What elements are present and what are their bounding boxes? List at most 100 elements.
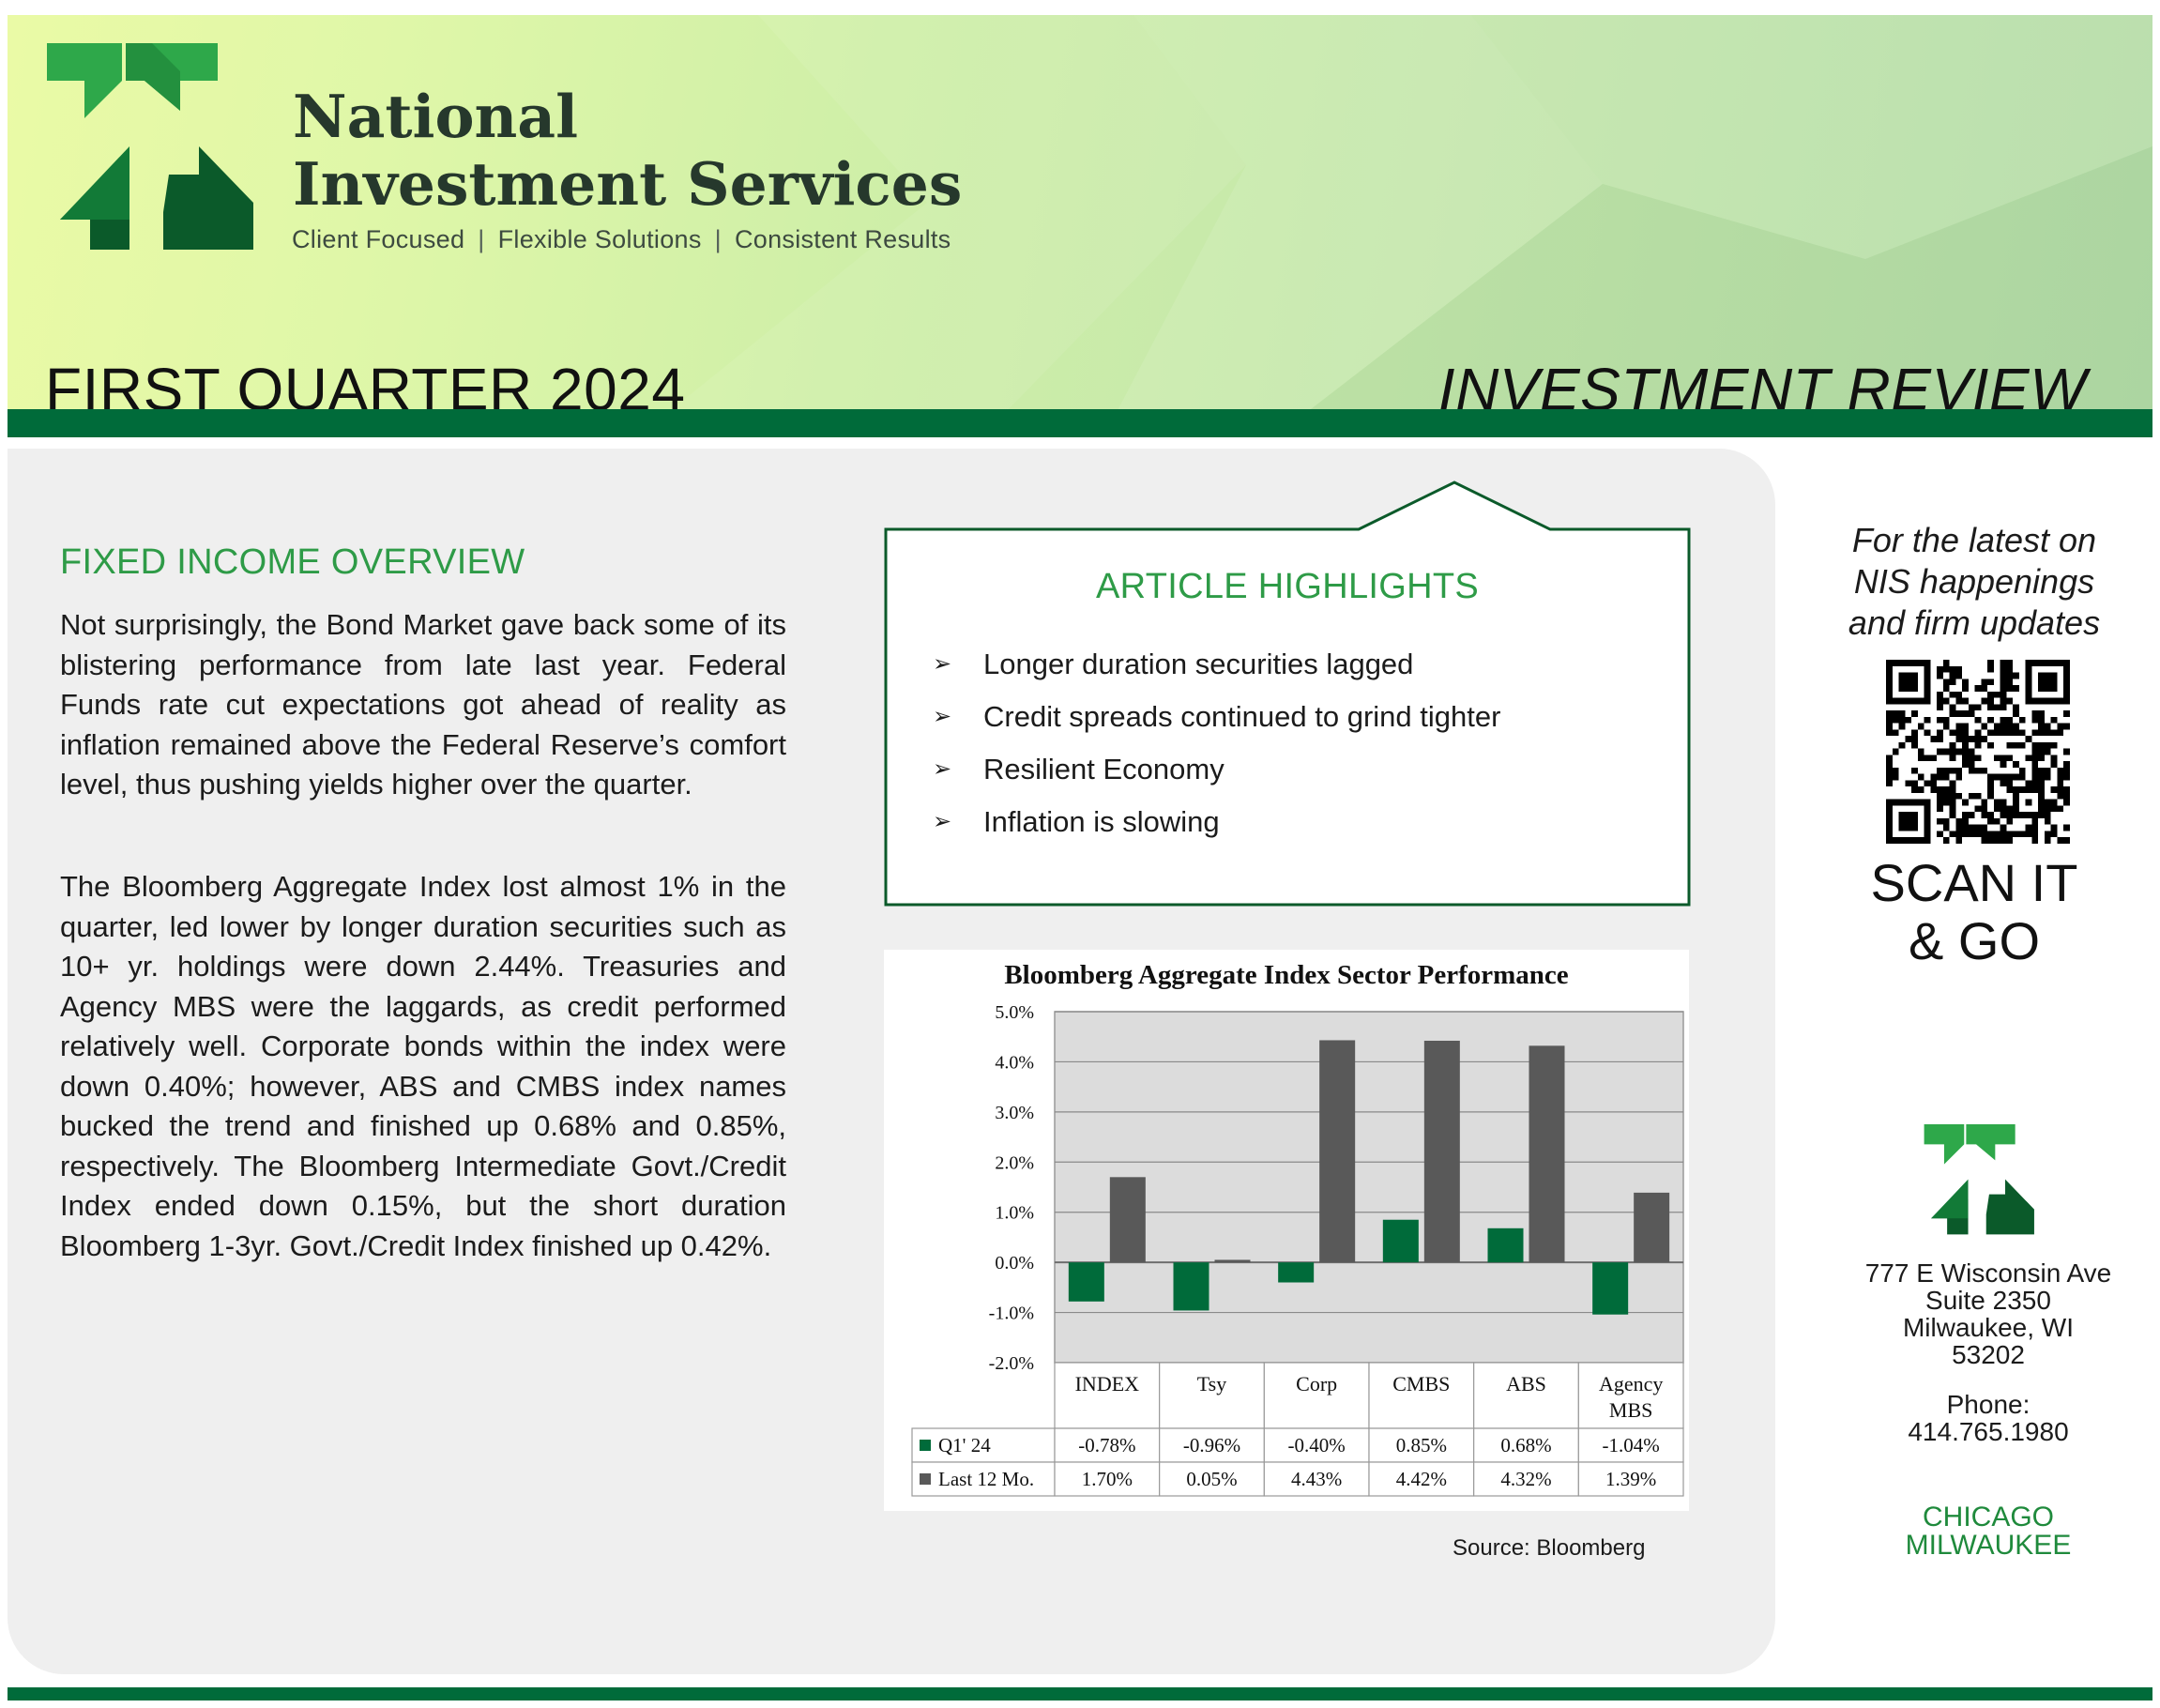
tagline-item: Client Focused <box>292 225 465 253</box>
arrow-bullet-icon: ➢ <box>933 651 952 677</box>
bar-q1 <box>1173 1262 1209 1311</box>
report-title: INVESTMENT REVIEW <box>1437 356 2087 416</box>
city-name: CHICAGO <box>1922 1502 2054 1533</box>
chart-svg: Bloomberg Aggregate Index Sector Perform… <box>911 960 1684 1497</box>
table-value-cell <box>1368 1461 1475 1497</box>
legend-swatch <box>920 1473 931 1485</box>
bar-q1 <box>1487 1228 1524 1263</box>
x-tick-label: CMBS <box>1392 1372 1450 1395</box>
overview-paragraph-1: Not surprisingly, the Bond Market gave b… <box>60 608 786 801</box>
x-tick-label: Corp <box>1296 1372 1337 1395</box>
legend-cell <box>911 1427 1056 1463</box>
bar-last-12-mo <box>1109 1177 1146 1263</box>
plot-area <box>1054 1011 1684 1364</box>
phone-block: Phone: 414.765.1980 <box>1787 1391 2160 1445</box>
promo-line: and firm updates <box>1848 603 2101 642</box>
y-tick-label: 3.0% <box>995 1103 1034 1123</box>
scan-call-to-action: SCAN IT & GO <box>1787 854 2160 970</box>
bar-last-12-mo <box>1319 1040 1356 1263</box>
promo-text: For the latest on NIS happenings and fir… <box>1787 520 2160 644</box>
x-tick-label: Agency <box>1599 1372 1663 1395</box>
y-tick-label: 4.0% <box>995 1052 1034 1073</box>
table-header-cell <box>1159 1362 1265 1429</box>
table-value-cell <box>1368 1427 1475 1463</box>
bar-q1 <box>1382 1219 1419 1263</box>
table-value-cell <box>1054 1427 1161 1463</box>
tagline-divider: | <box>478 225 485 253</box>
highlight-text: Credit spreads continued to grind tighte… <box>983 700 1501 733</box>
address-line: Suite 2350 <box>1925 1286 2051 1315</box>
tagline-item: Flexible Solutions <box>497 225 702 253</box>
data-label: 0.85% <box>1396 1434 1447 1456</box>
data-label: -0.96% <box>1183 1434 1240 1456</box>
office-address: 777 E Wisconsin Ave Suite 2350 Milwaukee… <box>1787 1259 2160 1368</box>
promo-line: For the latest on <box>1851 521 2097 559</box>
y-tick-label: -2.0% <box>989 1353 1034 1374</box>
table-header-cell <box>1263 1362 1370 1429</box>
x-tick-label: ABS <box>1506 1372 1546 1395</box>
table-header-cell <box>1054 1362 1161 1429</box>
data-label: -1.04% <box>1603 1434 1660 1456</box>
y-tick-label: 0.0% <box>995 1253 1034 1273</box>
tagline-divider: | <box>714 225 722 253</box>
office-cities: CHICAGO MILWAUKEE <box>1787 1503 2160 1560</box>
section-title: FIXED INCOME OVERVIEW <box>60 542 525 582</box>
y-tick-label: 2.0% <box>995 1152 1034 1173</box>
header-divider-band <box>8 409 2152 437</box>
list-item: ➢ Longer duration securities lagged <box>933 644 1500 696</box>
brand-line-2: Investment Services <box>293 149 963 219</box>
sector-performance-chart: Bloomberg Aggregate Index Sector Perform… <box>884 950 1689 1511</box>
nis-logo-icon <box>47 43 253 250</box>
bar-last-12-mo <box>1529 1045 1565 1263</box>
data-label: 4.32% <box>1500 1468 1551 1490</box>
y-tick-label: -1.0% <box>989 1304 1034 1324</box>
bar-last-12-mo <box>1634 1192 1670 1263</box>
phone-number[interactable]: 414.765.1980 <box>1908 1417 2069 1446</box>
banner-facets <box>664 15 2152 416</box>
promo-line: NIS happenings <box>1853 562 2095 601</box>
chart-source: Source: Bloomberg <box>1453 1535 1646 1561</box>
data-label: -0.40% <box>1288 1434 1346 1456</box>
brand-name: National Investment Services <box>293 83 962 218</box>
highlight-text: Longer duration securities lagged <box>983 648 1414 680</box>
data-label: 1.39% <box>1605 1468 1656 1490</box>
header-banner: National Investment Services Client Focu… <box>8 15 2152 416</box>
legend-label: Last 12 Mo. <box>938 1468 1034 1490</box>
table-header-cell <box>1368 1362 1475 1429</box>
footer-band <box>8 1687 2152 1700</box>
data-label: -0.78% <box>1078 1434 1135 1456</box>
data-label: 0.68% <box>1500 1434 1551 1456</box>
address-line: 53202 <box>1952 1340 2025 1369</box>
highlights-list: ➢ Longer duration securities lagged ➢ Cred… <box>933 644 1500 854</box>
legend-swatch <box>920 1440 931 1451</box>
qr-code-icon[interactable] <box>1886 660 2070 844</box>
highlights-callout-frame <box>884 480 1691 907</box>
city-name: MILWAUKEE <box>1905 1530 2072 1561</box>
brand-line-1: National <box>293 82 579 151</box>
address-line: 777 E Wisconsin Ave <box>1864 1258 2112 1288</box>
arrow-bullet-icon: ➢ <box>933 809 952 834</box>
overview-paragraph-2: The Bloomberg Aggregate Index lost almos… <box>60 870 786 1262</box>
x-tick-label: MBS <box>1609 1398 1652 1422</box>
y-tick-label: 5.0% <box>995 1002 1034 1023</box>
nis-small-logo-icon <box>1924 1124 2034 1235</box>
bar-last-12-mo <box>1423 1040 1460 1263</box>
table-value-cell <box>1473 1427 1579 1463</box>
quarter-label: FIRST QUARTER 2024 <box>45 356 686 416</box>
highlight-text: Resilient Economy <box>983 753 1225 785</box>
legend-label: Q1' 24 <box>938 1434 991 1456</box>
table-value-cell <box>1263 1427 1370 1463</box>
address-line: Milwaukee, WI <box>1902 1313 2075 1342</box>
y-tick-label: 1.0% <box>995 1203 1034 1224</box>
list-item: ➢ Inflation is slowing <box>933 801 1500 854</box>
list-item: ➢ Resilient Economy <box>933 749 1500 801</box>
table-value-cell <box>1263 1461 1370 1497</box>
arrow-bullet-icon: ➢ <box>933 756 952 782</box>
bar-last-12-mo <box>1214 1259 1251 1263</box>
table-header-cell <box>1577 1362 1684 1429</box>
legend-cell <box>911 1461 1056 1497</box>
bar-q1 <box>1278 1262 1315 1283</box>
data-label: 4.42% <box>1396 1468 1447 1490</box>
arrow-bullet-icon: ➢ <box>933 704 952 729</box>
highlights-title: ARTICLE HIGHLIGHTS <box>1096 567 1479 606</box>
